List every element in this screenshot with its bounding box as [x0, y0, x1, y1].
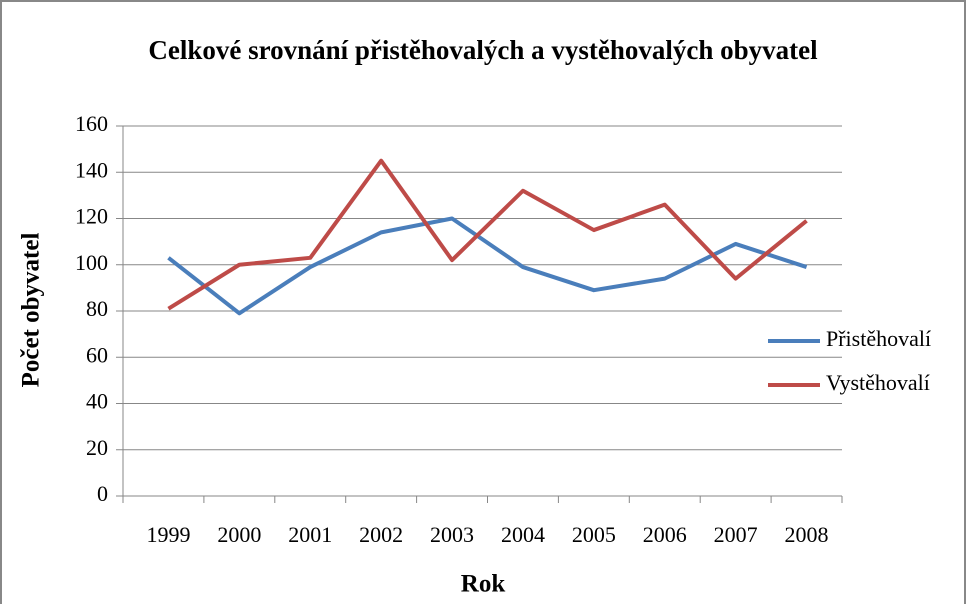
y-tick-label: 20	[86, 435, 108, 460]
x-tick-label: 2006	[643, 522, 687, 547]
y-tick-label: 40	[86, 389, 108, 414]
y-axis-label: Počet obyvatel	[18, 233, 45, 388]
legend-label: Vystěhovalí	[826, 370, 930, 395]
series-line	[167, 158, 808, 311]
y-tick-label: 80	[86, 296, 108, 321]
x-tick-label: 2008	[785, 522, 829, 547]
y-tick-label: 160	[75, 111, 108, 136]
x-axis-label: Rok	[461, 571, 506, 598]
y-tick-label: 0	[97, 481, 108, 506]
y-tick-label: 140	[75, 157, 108, 182]
x-tick-label: 2002	[359, 522, 403, 547]
y-tick-label: 120	[75, 204, 108, 229]
x-tick-label: 2001	[288, 522, 332, 547]
series-line	[167, 216, 808, 316]
x-tick-label: 2004	[501, 522, 545, 547]
legend-label: Přistěhovalí	[826, 326, 931, 351]
x-tick-label: 2007	[714, 522, 758, 547]
x-tick-label: 2003	[430, 522, 474, 547]
x-tick-label: 1999	[146, 522, 190, 547]
x-tick-label: 2005	[572, 522, 616, 547]
y-tick-label: 60	[86, 342, 108, 367]
x-tick-label: 2000	[217, 522, 261, 547]
chart-title: Celkové srovnání přistěhovalých a vystěh…	[148, 35, 818, 65]
y-tick-label: 100	[75, 250, 108, 275]
